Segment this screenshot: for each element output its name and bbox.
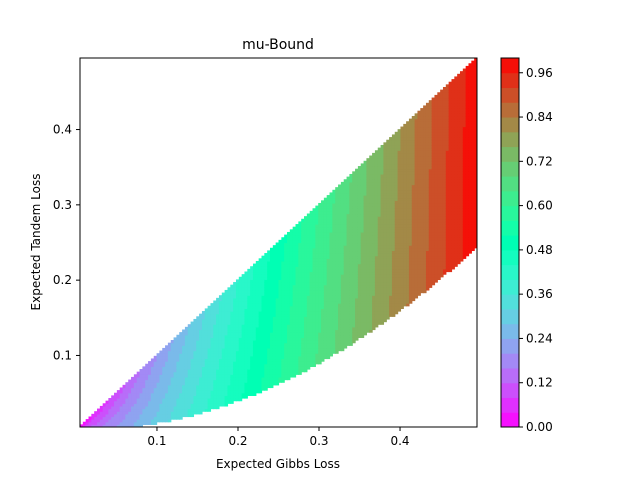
colorbar-band (501, 58, 519, 74)
colorbar-band (501, 161, 519, 177)
colorbar-band (501, 205, 519, 221)
colorbar-band (501, 220, 519, 236)
y-axis-label: Expected Tandem Loss (29, 174, 43, 311)
y-tick-label: 0.1 (53, 348, 72, 362)
x-axis-label: Expected Gibbs Loss (216, 457, 340, 471)
colorbar-tick-label: 0.24 (526, 331, 553, 345)
colorbar-band (501, 146, 519, 162)
colorbar-band (501, 190, 519, 207)
colorbar-band (501, 412, 519, 428)
colorbar-tick-label: 0.60 (526, 199, 553, 213)
colorbar-tick-label: 0.48 (526, 243, 553, 257)
colorbar-band (501, 249, 519, 266)
colorbar-tick-label: 0.72 (526, 154, 553, 168)
colorbar-band (501, 102, 519, 118)
colorbar-band (501, 323, 519, 339)
colorbar-band (501, 176, 519, 192)
colorbar-band (501, 382, 519, 398)
axes-frame (79, 57, 478, 428)
colorbar: 0.00 0.12 0.24 0.36 0.48 0.60 0.72 0.84 0.96 (500, 57, 553, 434)
colorbar-band (501, 367, 519, 384)
x-tick-label: 0.4 (390, 434, 409, 448)
y-tick-label: 0.4 (53, 123, 72, 137)
colorbar-band (501, 294, 519, 310)
colorbar-band (501, 131, 519, 148)
x-tick-label: 0.3 (309, 434, 328, 448)
colorbar-band (501, 338, 519, 354)
colorbar-band (501, 117, 519, 133)
colorbar-band (501, 397, 519, 413)
colorbar-frame (500, 57, 520, 428)
x-tick-label: 0.2 (228, 434, 247, 448)
y-tick-label: 0.3 (53, 198, 72, 212)
colorbar-band (501, 87, 519, 103)
colorbar-tick-label: 0.36 (526, 287, 553, 301)
x-tick-label: 0.1 (147, 434, 166, 448)
y-axis-ticks: 0.1 0.2 0.3 0.4 (53, 123, 80, 362)
chart-title: mu-Bound (242, 37, 314, 53)
colorbar-band (501, 279, 519, 295)
colorbar-band (501, 72, 519, 89)
colorbar-band (501, 308, 519, 325)
colorbar-band (501, 264, 519, 280)
colorbar-band (501, 235, 519, 251)
colorbar-tick-label: 0.84 (526, 110, 553, 124)
x-axis-ticks: 0.1 0.2 0.3 0.4 (147, 427, 410, 448)
colorbar-band (501, 353, 519, 369)
colorbar-tick-label: 0.96 (526, 66, 553, 80)
colorbar-tick-label: 0.00 (526, 420, 553, 434)
y-tick-label: 0.2 (53, 273, 72, 287)
colorbar-tick-label: 0.12 (526, 376, 553, 390)
plot-area (80, 58, 477, 427)
